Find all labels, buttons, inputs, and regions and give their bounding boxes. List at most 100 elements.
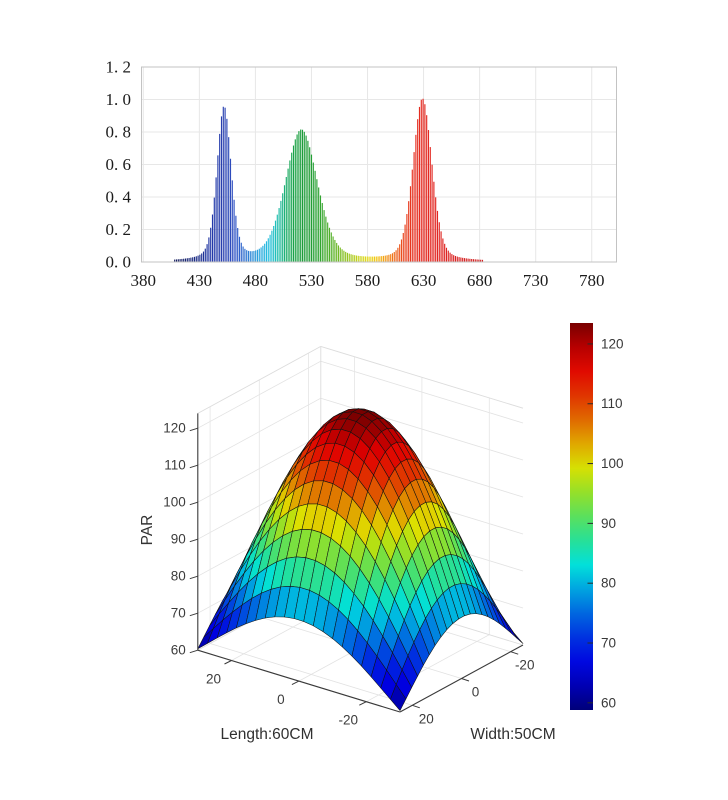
z-axis-tick: [189, 538, 198, 543]
spectrum-bar: [303, 131, 305, 262]
y-tick-label: 0. 2: [106, 220, 132, 239]
spectrum-bar: [418, 106, 421, 262]
spectrum-bar: [458, 257, 460, 262]
length-tick-label: -20: [339, 713, 359, 728]
spectrum-bar: [442, 238, 444, 262]
width-tick-label: -20: [515, 658, 535, 673]
spectrum-bar: [370, 256, 372, 262]
x-tick-label: 780: [579, 271, 605, 290]
spectrum-bar: [350, 254, 352, 262]
spectrum-bar: [345, 251, 347, 262]
spectrum-bar: [211, 214, 214, 262]
spectrum-bar: [179, 259, 181, 262]
spectrum-bar: [462, 257, 464, 262]
spectrum-bar: [440, 231, 442, 262]
spectrum-bar: [224, 107, 226, 262]
spectrum-bar: [283, 185, 286, 262]
z-tick-label: 100: [163, 495, 186, 510]
spectrum-bars: [174, 98, 484, 263]
spectrum-bar: [289, 160, 291, 262]
spectrum-bar: [460, 257, 462, 262]
colorbar-tick-label: 90: [601, 516, 616, 531]
spectrum-bar: [186, 258, 188, 262]
spectrum-bar: [314, 170, 316, 262]
width-tick-label: 0: [472, 685, 480, 700]
z-tick-label: 90: [171, 532, 186, 547]
spectrum-bar: [422, 98, 424, 263]
spectrum-bar: [184, 258, 187, 262]
spectrum-bar: [301, 129, 304, 262]
x-tick-label: 580: [355, 271, 381, 290]
spectrum-bar: [193, 256, 196, 262]
x-tick-label: 730: [523, 271, 549, 290]
spectrum-bar: [400, 239, 403, 262]
spectrum-bar: [222, 106, 224, 262]
spectrum-bar: [287, 168, 289, 262]
spectrum-bar: [319, 195, 322, 262]
spectrum-y-tick-labels: 0. 0 0. 2 0. 4 0. 6 0. 8 1. 0 1. 2: [106, 58, 132, 272]
spectrum-bar: [190, 257, 192, 262]
spectrum-bar: [237, 228, 239, 262]
spectrum-bar: [447, 250, 449, 262]
spectrum-bar: [291, 152, 293, 262]
spectrum-bar: [444, 243, 446, 262]
spectrum-bar: [363, 256, 365, 262]
spectrum-bar: [357, 255, 359, 262]
spectrum-bar: [175, 259, 178, 262]
spectrum-bar: [220, 116, 223, 262]
spectrum-bar: [399, 244, 401, 262]
spectrum-bar: [330, 232, 332, 262]
spectrum-bar: [474, 259, 476, 262]
spectrum-bar: [359, 256, 361, 262]
spectrum-bar: [312, 162, 314, 262]
par-axis-title: PAR: [139, 515, 156, 546]
spectrum-bar: [183, 258, 185, 262]
spectrum-bar: [206, 244, 208, 262]
spectrum-bar: [354, 255, 356, 262]
spectrum-bar: [435, 197, 437, 262]
spectrum-bar: [260, 247, 262, 262]
spectrum-bar: [395, 250, 397, 262]
spectrum-bar: [327, 222, 329, 262]
y-tick-label: 0. 8: [106, 123, 132, 142]
spectrum-bar: [386, 255, 388, 262]
spectrum-bar: [181, 258, 183, 262]
spectrum-bar: [390, 254, 392, 262]
spectrum-x-tick-labels: 380 430 480 530 580 630 680 730 780: [131, 271, 605, 290]
spectrum-bar: [197, 255, 199, 262]
spectrum-bar: [258, 248, 260, 262]
spectrum-bar: [393, 252, 395, 262]
spectrum-bar: [429, 147, 431, 262]
spectrum-bar: [296, 134, 298, 262]
spectrum-bar: [265, 241, 268, 262]
spectrum-bar: [262, 245, 264, 262]
length-axis-tick: [224, 660, 232, 665]
spectrum-bar: [249, 251, 251, 262]
spectrum-bar: [282, 193, 284, 262]
spectrum-bar: [388, 254, 390, 262]
spectrum-bar: [451, 254, 453, 262]
z-axis-tick: [189, 501, 198, 506]
y-tick-label: 0. 0: [106, 253, 132, 272]
spectrum-bar: [409, 186, 412, 262]
spectrum-bar: [373, 256, 376, 262]
spectrum-bar: [274, 220, 277, 262]
spectrum-bar: [384, 255, 386, 262]
spectrum-bar: [471, 259, 473, 262]
spectrum-bar: [219, 133, 221, 262]
length-axis-tick: [359, 701, 367, 706]
spectrum-bar: [267, 238, 269, 262]
colorbar-tick-label: 100: [601, 456, 624, 471]
spectrum-bar: [408, 201, 410, 262]
spectrum-bar: [325, 216, 327, 262]
spectrum-bar: [404, 224, 406, 262]
spectrum-bar: [305, 135, 307, 262]
spectrum-bar: [269, 234, 271, 262]
colorbar: 60 70 80 90 100 110 120: [570, 323, 624, 710]
spectrum-bar: [226, 118, 228, 262]
spectrum-bar: [436, 210, 439, 262]
spectrum-bar: [217, 155, 219, 262]
spectrum-bar: [323, 210, 325, 262]
colorbar-gradient: [570, 323, 593, 710]
